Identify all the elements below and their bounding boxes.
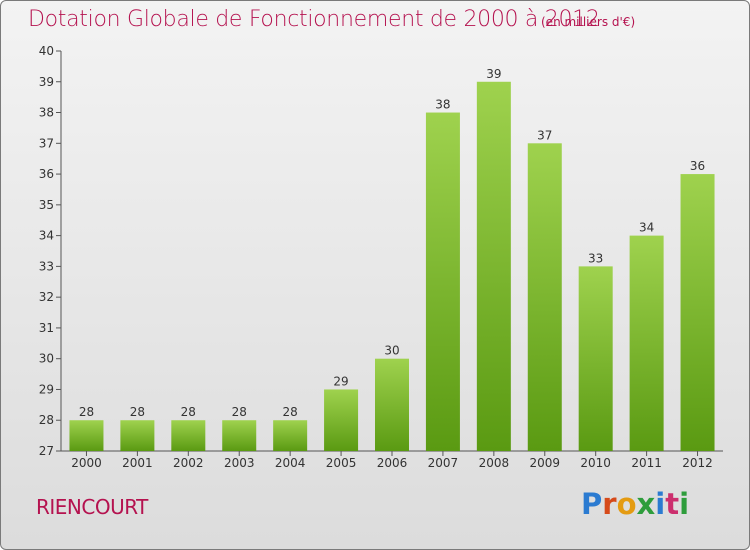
x-tick-label: 2010: [580, 456, 611, 470]
commune-name: RIENCOURT: [36, 495, 148, 519]
x-tick-label: 2002: [173, 456, 204, 470]
bar: [629, 235, 664, 451]
data-label: 28: [232, 405, 247, 419]
y-tick-label: 33: [39, 259, 54, 273]
y-tick-label: 38: [39, 106, 54, 120]
data-label: 37: [537, 128, 552, 142]
bar: [476, 81, 511, 452]
y-tick-label: 27: [39, 444, 54, 458]
x-tick-label: 2005: [326, 456, 357, 470]
x-tick-label: 2006: [377, 456, 408, 470]
x-tick-label: 2008: [479, 456, 510, 470]
x-tick-label: 2000: [71, 456, 102, 470]
bar: [324, 389, 359, 451]
proxiti-logo[interactable]: Proxiti: [581, 487, 690, 521]
data-label: 28: [181, 405, 196, 419]
y-tick-label: 31: [39, 321, 54, 335]
x-tick-label: 2003: [224, 456, 255, 470]
data-label: 28: [79, 405, 94, 419]
y-tick-label: 29: [39, 382, 54, 396]
bar: [680, 174, 715, 452]
data-label: 34: [639, 221, 654, 235]
y-tick-label: 40: [39, 44, 54, 58]
bar: [222, 420, 257, 451]
x-tick-label: 2011: [631, 456, 662, 470]
bar: [273, 420, 308, 451]
x-tick-label: 2009: [529, 456, 560, 470]
x-tick-label: 2004: [275, 456, 306, 470]
y-tick-label: 36: [39, 167, 54, 181]
bar: [425, 112, 460, 452]
bar: [375, 358, 409, 451]
data-label: 36: [690, 159, 705, 173]
data-label: 28: [283, 405, 298, 419]
bar: [578, 266, 613, 451]
y-tick-label: 37: [39, 136, 54, 150]
chart-title: Dotation Globale de Fonctionnement de 20…: [28, 7, 600, 32]
data-label: 29: [333, 374, 348, 388]
y-tick-label: 34: [39, 229, 54, 243]
x-tick-label: 2001: [122, 456, 153, 470]
data-label: 33: [588, 251, 603, 265]
data-label: 38: [435, 98, 450, 112]
y-tick-label: 39: [39, 75, 54, 89]
y-tick-label: 32: [39, 290, 54, 304]
x-tick-label: 2007: [428, 456, 459, 470]
data-label: 39: [486, 67, 501, 81]
bar: [69, 420, 104, 451]
data-label: 28: [130, 405, 145, 419]
bar: [120, 420, 155, 451]
y-tick-label: 30: [39, 352, 54, 366]
x-tick-label: 2012: [682, 456, 713, 470]
bar: [527, 143, 562, 452]
y-tick-label: 28: [39, 413, 54, 427]
bar: [171, 420, 206, 451]
data-label: 30: [384, 344, 399, 358]
y-tick-label: 35: [39, 198, 54, 212]
chart-unit: (en milliers d'€): [541, 15, 636, 29]
